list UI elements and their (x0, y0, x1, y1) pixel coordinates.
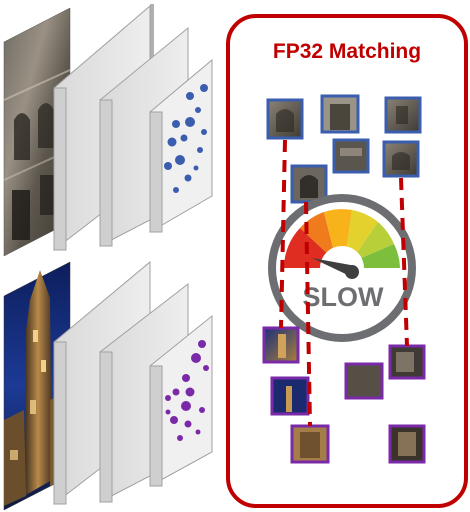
image-patch (382, 140, 420, 178)
dashed-match-line (399, 177, 409, 347)
gauge-label: SLOW (303, 282, 385, 312)
image-patch (388, 424, 426, 464)
dashed-match-line (304, 201, 312, 427)
image-patch (384, 96, 422, 134)
top-branch (3, 4, 213, 257)
image-patch (262, 326, 300, 364)
image-patch (332, 138, 370, 174)
feature-points-top (164, 84, 208, 193)
feature-points-bottom (165, 340, 209, 441)
bottom-branch (3, 260, 213, 511)
image-patch (344, 362, 384, 400)
feature-map-bottom (149, 314, 213, 487)
image-patch (320, 94, 360, 134)
dashed-match-line (279, 139, 287, 329)
image-patches-top (266, 94, 422, 204)
image-patch (270, 376, 310, 416)
panel-title: FP32 Matching (273, 40, 421, 63)
matching-panel: FP32 Matching (226, 14, 468, 508)
image-patch (290, 164, 328, 204)
feature-map-top (149, 58, 213, 233)
speedometer-needle (312, 258, 356, 278)
match-lines (279, 139, 409, 427)
image-patch (290, 424, 330, 464)
image-patch (266, 98, 304, 140)
speedometer-icon: SLOW (268, 194, 416, 342)
image-patch (388, 344, 426, 380)
